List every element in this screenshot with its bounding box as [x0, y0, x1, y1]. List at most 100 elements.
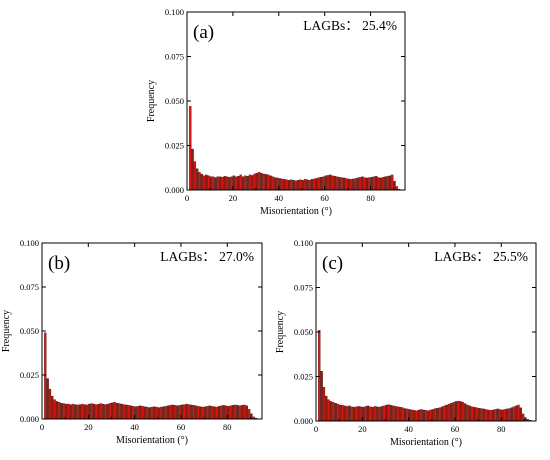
- bar: [475, 407, 478, 422]
- bar: [332, 402, 335, 422]
- bar: [122, 404, 126, 420]
- bar: [329, 174, 332, 191]
- bar: [303, 179, 307, 191]
- bar: [185, 403, 188, 420]
- bar: [197, 406, 200, 420]
- x-tick-label: 80: [366, 193, 375, 203]
- bar: [340, 177, 343, 191]
- bar: [354, 178, 357, 191]
- bar: [192, 405, 195, 420]
- bar: [383, 405, 386, 422]
- bars-c: [318, 330, 532, 422]
- bar: [206, 406, 209, 420]
- bar: [225, 176, 229, 191]
- y-tick-label: 0.000: [294, 416, 313, 426]
- bar: [471, 406, 474, 422]
- bar: [264, 174, 268, 191]
- bar: [329, 401, 333, 422]
- bar: [396, 406, 400, 422]
- y-tick-label: 0.075: [165, 52, 184, 62]
- bar: [315, 178, 318, 191]
- bar: [118, 403, 121, 420]
- bar: [280, 178, 284, 191]
- panel-label: (c): [322, 253, 343, 274]
- y-tick-label: 0.100: [294, 238, 313, 248]
- bar: [176, 405, 179, 420]
- bar: [129, 405, 133, 420]
- bar: [498, 409, 502, 422]
- bar: [427, 410, 430, 422]
- bar: [334, 403, 337, 422]
- bar: [215, 406, 218, 420]
- bar: [503, 409, 506, 422]
- bar: [287, 180, 291, 191]
- plot-frame: [315, 242, 537, 422]
- bar: [376, 406, 379, 422]
- bar: [368, 177, 371, 191]
- x-tick-label: 80: [497, 424, 506, 434]
- lagbs-annotation: LAGBs： 27.0%: [160, 249, 254, 264]
- bar: [230, 176, 233, 191]
- bar: [111, 402, 114, 420]
- bar: [294, 180, 297, 191]
- bar: [363, 177, 366, 191]
- bar: [164, 406, 167, 420]
- lagbs-annotation: LAGBs： 25.5%: [434, 249, 528, 264]
- bar: [213, 406, 216, 420]
- bar: [420, 409, 423, 422]
- bar: [436, 408, 439, 422]
- bar: [234, 404, 237, 420]
- bar: [349, 179, 353, 191]
- bar: [290, 179, 293, 191]
- bar: [322, 387, 326, 422]
- bar: [201, 406, 204, 420]
- bar: [55, 401, 59, 420]
- bar: [326, 175, 330, 191]
- bar: [313, 178, 316, 191]
- x-tick-label: 20: [84, 422, 93, 432]
- bar: [484, 409, 488, 422]
- bar: [262, 173, 265, 191]
- x-tick-label: 0: [40, 422, 44, 432]
- bar: [235, 176, 238, 191]
- bar: [65, 403, 68, 420]
- bar: [159, 406, 163, 420]
- bar: [60, 403, 63, 420]
- bar: [372, 176, 376, 191]
- bar: [141, 406, 144, 420]
- bar: [399, 406, 402, 422]
- x-tick-label: 60: [451, 424, 460, 434]
- plot-frame: [41, 242, 263, 420]
- bars-a: [189, 106, 401, 191]
- bar: [95, 404, 98, 420]
- bar: [381, 177, 385, 191]
- bar: [394, 406, 397, 422]
- bar: [218, 176, 222, 191]
- bar: [505, 408, 509, 422]
- bar: [320, 371, 323, 422]
- bar: [391, 174, 394, 191]
- bar: [310, 179, 314, 191]
- bar: [257, 172, 261, 191]
- bar: [173, 405, 177, 420]
- bar: [136, 406, 140, 420]
- bar: [429, 409, 432, 422]
- bar: [327, 399, 330, 422]
- bar: [274, 177, 277, 191]
- bar: [241, 405, 244, 420]
- bar: [369, 406, 372, 422]
- bar: [350, 406, 353, 422]
- bar: [220, 405, 223, 420]
- bar: [445, 404, 448, 422]
- bar: [58, 402, 61, 420]
- bar: [148, 407, 151, 420]
- bar: [292, 180, 295, 191]
- bar: [196, 168, 199, 191]
- bar: [239, 174, 242, 191]
- bar: [496, 408, 499, 422]
- bar: [231, 405, 235, 420]
- bar: [229, 405, 232, 420]
- bar: [361, 176, 364, 191]
- bar: [183, 404, 186, 420]
